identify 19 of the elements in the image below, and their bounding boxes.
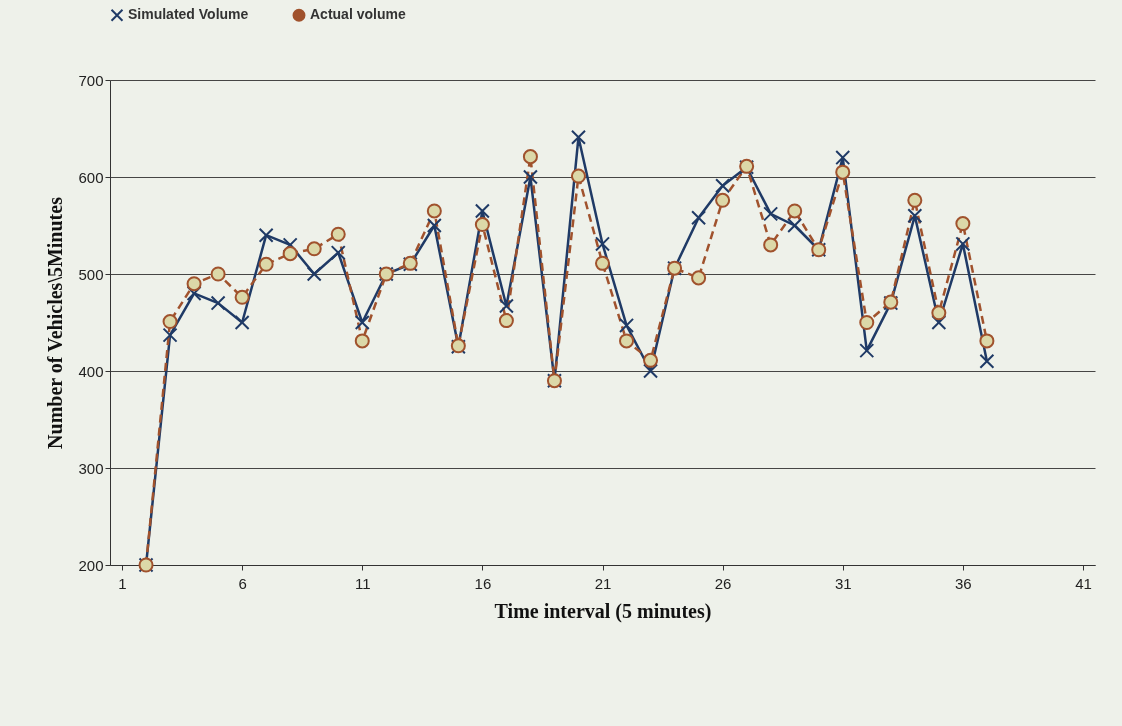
x-axis-title: Time interval (5 minutes) [494,599,712,623]
y-tick-label: 200 [78,556,104,574]
y-tick-label: 700 [78,71,104,89]
x-tick-label: 1 [118,574,127,592]
x-tick-label: 16 [474,574,492,592]
y-tick-label: 400 [78,362,104,380]
y-tick-label: 500 [78,265,104,283]
x-tick-label: 26 [714,574,732,592]
x-tick-label: 36 [955,574,972,592]
x-tick-label: 41 [1075,574,1092,592]
y-axis-title: Number of Vehicles\5Minutes [44,196,67,449]
x-tick-label: 6 [238,574,247,592]
x-tick-label: 21 [594,574,612,592]
legend-label: Actual volume [310,6,406,23]
y-tick-label: 600 [78,168,104,186]
x-tick-label: 31 [834,574,852,592]
x-tick-label: 11 [354,574,371,592]
y-tick-label: 300 [78,459,104,477]
legend-label: Simulated Volume [128,6,249,23]
